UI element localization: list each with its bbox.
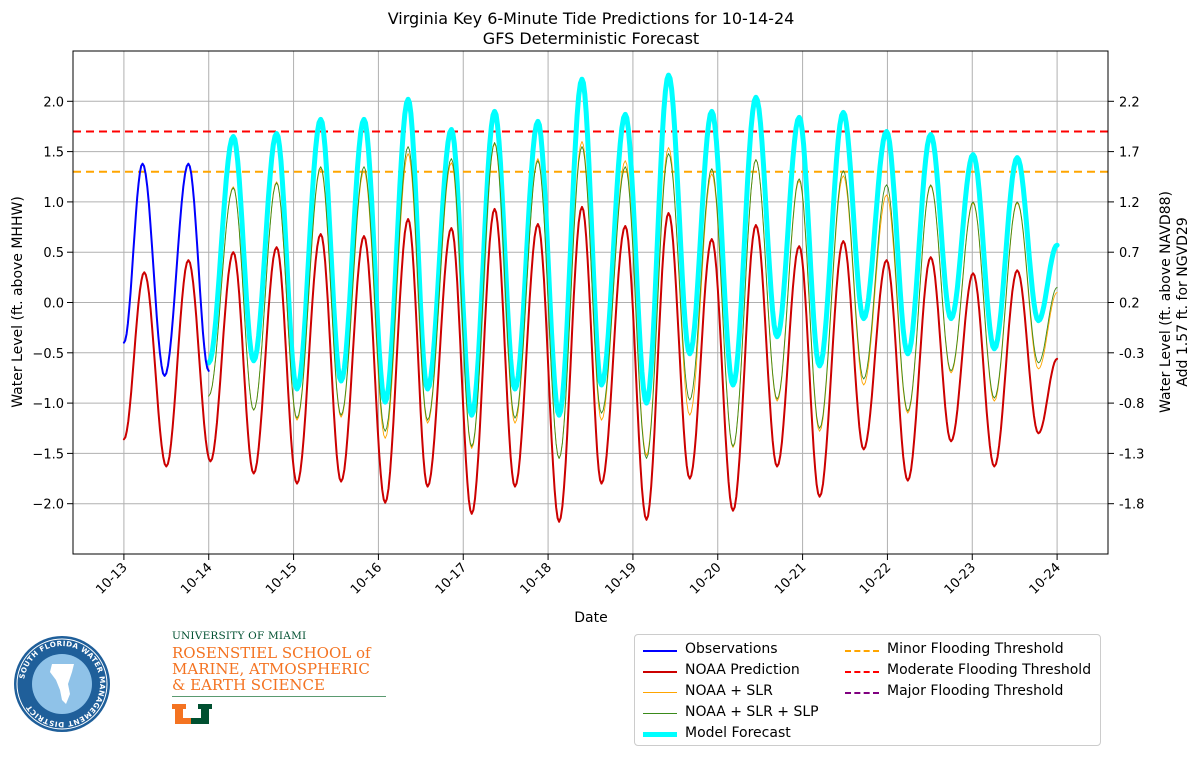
chart-title: Virginia Key 6-Minute Tide Predictions f… — [388, 9, 795, 28]
um-line-3: MARINE, ATMOSPHERIC — [172, 660, 370, 678]
plot-area — [122, 72, 1060, 523]
y-tick-label: 1.0 — [43, 196, 64, 211]
legend-label-observations: Observations — [685, 641, 778, 657]
y2-tick-label: -0.8 — [1119, 397, 1144, 412]
legend: Observations NOAA Prediction NOAA + SLR … — [634, 634, 1101, 746]
legend-swatch-noaa-slr — [643, 692, 677, 693]
x-tick-label: 10-21 — [772, 560, 809, 597]
x-tick-label: 10-15 — [263, 560, 300, 597]
um-u-icon — [172, 704, 212, 724]
x-tick-label: 10-13 — [93, 560, 130, 597]
series-line-noaa-prediction — [122, 205, 1059, 523]
um-line-4: & EARTH SCIENCE — [172, 676, 325, 694]
sfwmd-logo: SOUTH FLORIDA WATER MANAGEMENT DISTRICT — [14, 636, 110, 732]
y-axis-left: −2.0 −1.5 −1.0 −0.5 0.0 0.5 1.0 1.5 2.0 — [32, 95, 73, 513]
y-axis-right: -1.8 -1.3 -0.8 -0.3 0.2 0.7 1.2 1.7 2.2 — [1108, 95, 1144, 513]
y-tick-label: −1.5 — [32, 447, 64, 462]
x-axis-label: Date — [574, 610, 607, 626]
y2-tick-label: 0.7 — [1119, 246, 1140, 261]
y-tick-label: 2.0 — [43, 95, 64, 110]
um-rosenstiel-logo: UNIVERSITY OF MIAMI ROSENSTIEL SCHOOL of… — [172, 630, 392, 730]
x-tick-label: 10-20 — [687, 560, 724, 597]
tide-chart: Virginia Key 6-Minute Tide Predictions f… — [10, 9, 1191, 626]
legend-label-noaa-slr-slp: NOAA + SLR + SLP — [685, 704, 819, 720]
legend-swatch-minor-threshold — [845, 650, 879, 652]
legend-swatch-noaa-slr-slp — [643, 713, 677, 714]
legend-label-minor-threshold: Minor Flooding Threshold — [887, 641, 1064, 657]
x-tick-label: 10-22 — [857, 560, 894, 597]
y-tick-label: 0.5 — [43, 246, 64, 261]
legend-swatch-observations — [643, 650, 677, 652]
y2-tick-label: 2.2 — [1119, 95, 1140, 110]
x-axis: 10-13 10-14 10-15 10-16 10-17 10-18 10-19 10-20… — [93, 554, 1064, 598]
y-tick-label: 0.0 — [43, 297, 64, 312]
y-tick-label: −0.5 — [32, 347, 64, 362]
x-tick-label: 10-24 — [1027, 560, 1064, 597]
legend-swatch-noaa-prediction — [643, 671, 677, 673]
y-tick-label: 1.5 — [43, 146, 64, 161]
y2-tick-label: -1.3 — [1119, 447, 1144, 462]
y2-tick-label: 1.2 — [1119, 196, 1140, 211]
x-tick-label: 10-17 — [433, 560, 470, 597]
y2-tick-label: -1.8 — [1119, 498, 1144, 513]
legend-label-moderate-threshold: Moderate Flooding Threshold — [887, 662, 1092, 678]
y2-tick-label: 1.7 — [1119, 146, 1140, 161]
y-axis-label: Water Level (ft. above MHHW) — [10, 196, 26, 408]
legend-label-model-forecast: Model Forecast — [685, 725, 791, 741]
series-line-observations — [122, 162, 210, 377]
series-line-noaa-slr-slp — [208, 142, 1058, 459]
y2-tick-label: -0.3 — [1119, 347, 1144, 362]
chart-subtitle: GFS Deterministic Forecast — [483, 29, 699, 48]
x-tick-label: 10-23 — [942, 560, 979, 597]
legend-label-noaa-slr: NOAA + SLR — [685, 683, 773, 699]
um-line-2: ROSENSTIEL SCHOOL of — [172, 644, 371, 662]
x-tick-label: 10-16 — [348, 560, 385, 597]
um-divider — [172, 696, 386, 697]
x-tick-label: 10-19 — [602, 560, 639, 597]
legend-swatch-model-forecast — [643, 732, 677, 737]
legend-swatch-major-threshold — [845, 692, 879, 694]
y-axis-right-label: Water Level (ft. above NAVD88) — [1158, 191, 1174, 413]
legend-label-noaa-prediction: NOAA Prediction — [685, 662, 800, 678]
y2-tick-label: 0.2 — [1119, 297, 1140, 312]
series-line-model-forecast — [206, 72, 1060, 418]
x-tick-label: 10-14 — [178, 560, 215, 597]
legend-swatch-moderate-threshold — [845, 671, 879, 673]
y-tick-label: −1.0 — [32, 397, 64, 412]
legend-label-major-threshold: Major Flooding Threshold — [887, 683, 1064, 699]
um-line-1: UNIVERSITY OF MIAMI — [172, 630, 307, 642]
x-tick-label: 10-18 — [518, 560, 555, 597]
y-axis-right-label-2: Add 1.57 ft. for NGVD29 — [1175, 217, 1191, 386]
y-tick-label: −2.0 — [32, 498, 64, 513]
